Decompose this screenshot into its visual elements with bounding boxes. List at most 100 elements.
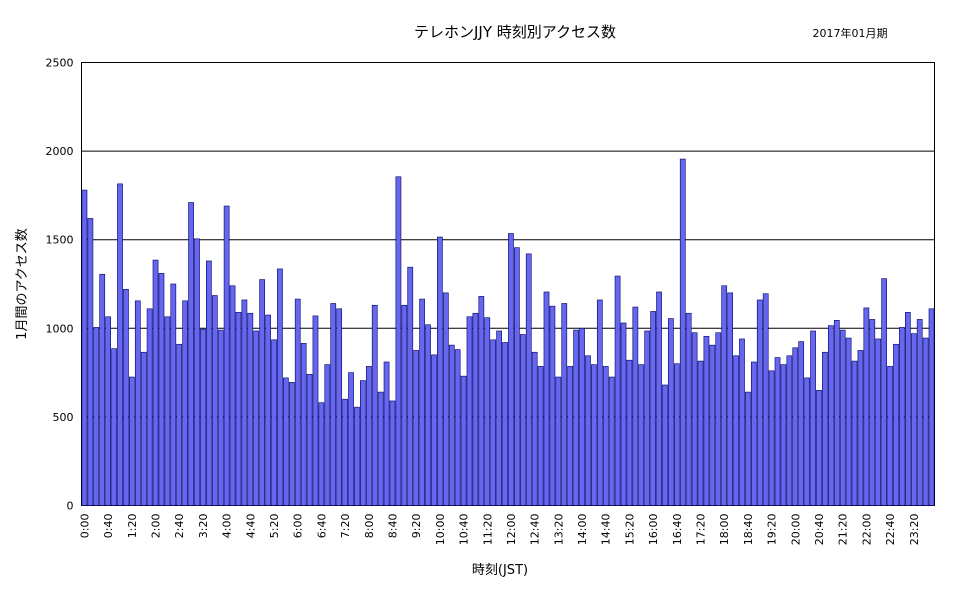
- x-tick-label: 16:00: [647, 514, 660, 546]
- bar: [810, 330, 816, 506]
- bar: [833, 320, 840, 506]
- bar: [294, 298, 301, 506]
- x-tick-label: 20:40: [813, 514, 826, 546]
- bar: [259, 279, 266, 506]
- bar: [614, 275, 621, 506]
- bar: [454, 349, 461, 506]
- bar: [87, 218, 94, 506]
- bar: [750, 361, 757, 506]
- bar: [419, 298, 425, 506]
- bar: [537, 366, 544, 506]
- x-tick-label: 14:00: [576, 514, 589, 546]
- bar: [525, 253, 532, 506]
- bar: [626, 359, 633, 506]
- date-label: 2017年01月期: [813, 26, 888, 40]
- x-tick-label: 0:40: [102, 514, 115, 539]
- bar: [81, 189, 88, 506]
- bar: [371, 304, 378, 506]
- y-tick-label: 500: [53, 411, 74, 424]
- bar: [555, 376, 562, 506]
- bar: [111, 348, 117, 506]
- bar: [336, 308, 343, 506]
- bar: [715, 332, 722, 506]
- bar: [300, 343, 307, 506]
- bar: [620, 322, 627, 506]
- x-tick-label: 17:20: [695, 514, 708, 546]
- bar: [899, 327, 905, 506]
- bar: [591, 364, 597, 506]
- bar: [206, 260, 212, 506]
- bar: [632, 306, 639, 506]
- bars: [81, 158, 935, 506]
- bar: [330, 303, 337, 506]
- bar: [140, 351, 147, 506]
- bar: [502, 342, 508, 506]
- x-tick-label: 18:00: [718, 514, 731, 546]
- bar: [780, 364, 787, 506]
- bar: [596, 299, 603, 506]
- x-tick-label: 10:40: [458, 514, 471, 546]
- x-tick-label: 23:20: [908, 514, 921, 546]
- x-tick-label: 6:40: [315, 514, 328, 539]
- bar: [508, 233, 514, 506]
- x-tick-label: 1:20: [126, 514, 139, 539]
- bar: [893, 343, 899, 506]
- bar: [365, 366, 372, 506]
- bar: [117, 183, 123, 506]
- bar: [395, 176, 402, 506]
- x-tick-label: 8:40: [386, 514, 399, 539]
- bar: [519, 334, 526, 506]
- bar: [602, 366, 609, 506]
- x-tick-label: 2:40: [173, 514, 186, 539]
- y-tick-label: 1500: [46, 234, 74, 247]
- bar: [739, 338, 745, 506]
- bar: [644, 330, 651, 506]
- bar: [531, 351, 538, 506]
- bar: [460, 375, 467, 506]
- bar: [223, 205, 230, 506]
- bar: [442, 292, 449, 506]
- bar: [745, 391, 751, 506]
- bar: [182, 300, 189, 506]
- x-tick-label: 3:20: [197, 514, 210, 539]
- x-tick-label: 19:20: [766, 514, 779, 546]
- y-tick-label: 0: [67, 500, 74, 513]
- bar: [638, 364, 645, 506]
- bar: [916, 319, 923, 506]
- bar: [283, 377, 289, 506]
- bar: [425, 324, 431, 506]
- x-tick-label: 11:20: [481, 514, 494, 546]
- bar: [514, 247, 520, 506]
- bar: [194, 238, 200, 506]
- bar: [543, 291, 550, 506]
- bar: [662, 384, 668, 506]
- bar: [164, 316, 171, 506]
- bar: [691, 332, 698, 506]
- bar: [247, 312, 254, 506]
- bar: [200, 328, 206, 506]
- bar: [324, 364, 331, 506]
- bar: [816, 390, 822, 506]
- x-tick-label: 20:00: [789, 514, 802, 546]
- bar: [875, 338, 882, 506]
- y-tick-label: 1000: [46, 322, 74, 335]
- grid-lines: [81, 150, 935, 418]
- bar: [105, 316, 112, 506]
- bar: [271, 339, 277, 506]
- x-tick-label: 7:20: [339, 514, 352, 539]
- y-axis-label: 1月間のアクセス数: [15, 228, 30, 340]
- bar: [928, 308, 935, 506]
- bar: [211, 295, 218, 506]
- bar: [152, 259, 159, 506]
- bar: [822, 351, 828, 506]
- x-tick-label: 13:20: [552, 514, 565, 546]
- bar: [383, 361, 390, 506]
- bar: [703, 335, 710, 506]
- bar: [685, 312, 692, 506]
- bar: [188, 202, 194, 506]
- bar: [170, 283, 177, 506]
- bar: [472, 312, 479, 506]
- bar: [466, 316, 473, 506]
- bar: [887, 366, 893, 506]
